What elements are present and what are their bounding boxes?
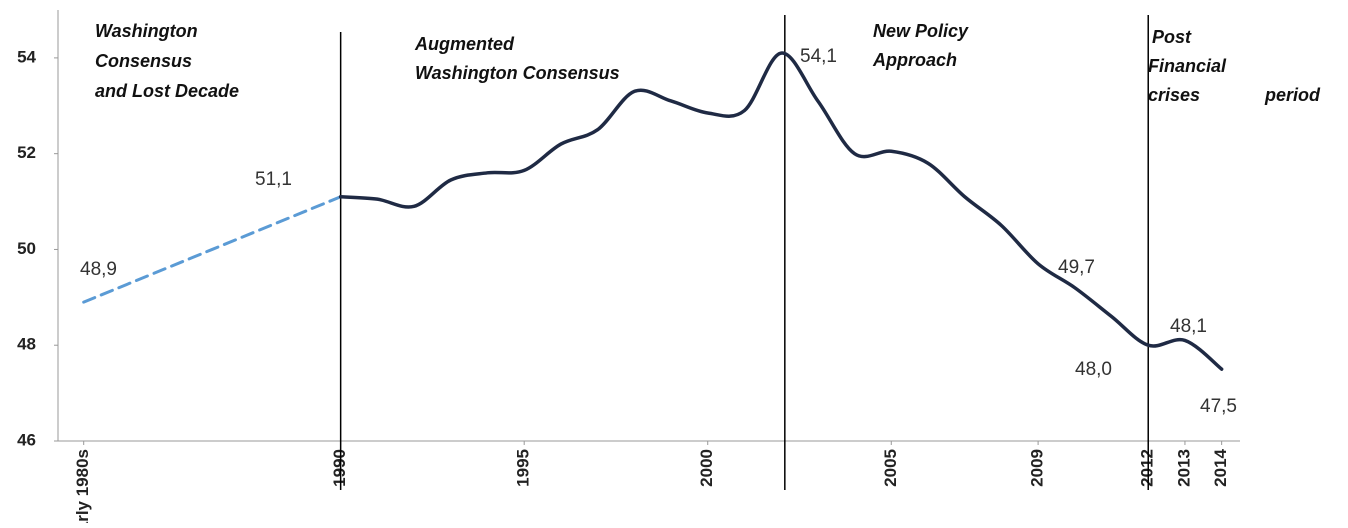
data-label: 54,1 — [800, 46, 837, 67]
y-tick-label: 52 — [17, 143, 36, 162]
y-tick-label: 50 — [17, 239, 36, 258]
data-label: 48,0 — [1075, 359, 1112, 380]
data-label: 51,1 — [255, 169, 292, 190]
period-annotation: period — [1264, 85, 1321, 105]
x-tick-label: 1990 — [330, 449, 349, 487]
data-label: 48,9 — [80, 259, 117, 280]
period-annotation: Consensus — [95, 51, 192, 71]
x-tick-label: 2014 — [1211, 448, 1230, 486]
data-label: 49,7 — [1058, 257, 1095, 278]
x-tick-label: 2013 — [1174, 449, 1193, 487]
x-tick-label: 1995 — [514, 449, 533, 487]
y-tick-label: 46 — [17, 430, 36, 449]
x-tick-label: 2012 — [1138, 449, 1157, 487]
line-series — [338, 51, 1224, 371]
period-annotation: and Lost Decade — [95, 81, 239, 101]
x-tick-label: 2005 — [881, 449, 900, 487]
x-tick-label: 2009 — [1028, 449, 1047, 487]
period-annotation: crises — [1148, 85, 1200, 105]
data-label: 47,5 — [1200, 396, 1237, 417]
y-tick-label: 54 — [17, 47, 36, 66]
data-label: 48,1 — [1170, 316, 1207, 337]
period-annotation: New Policy — [873, 21, 969, 41]
period-annotation: Post — [1152, 27, 1192, 47]
line-series — [82, 195, 343, 304]
y-tick-label: 48 — [17, 335, 36, 354]
period-annotation: Augmented — [414, 34, 515, 54]
period-annotation: Financial — [1148, 56, 1227, 76]
period-annotation: Washington Consensus — [415, 63, 620, 83]
period-annotation: Approach — [872, 50, 957, 70]
x-tick-label: early 1980s — [73, 449, 92, 523]
period-annotation: Washington — [95, 21, 198, 41]
x-tick-label: 2000 — [697, 449, 716, 487]
